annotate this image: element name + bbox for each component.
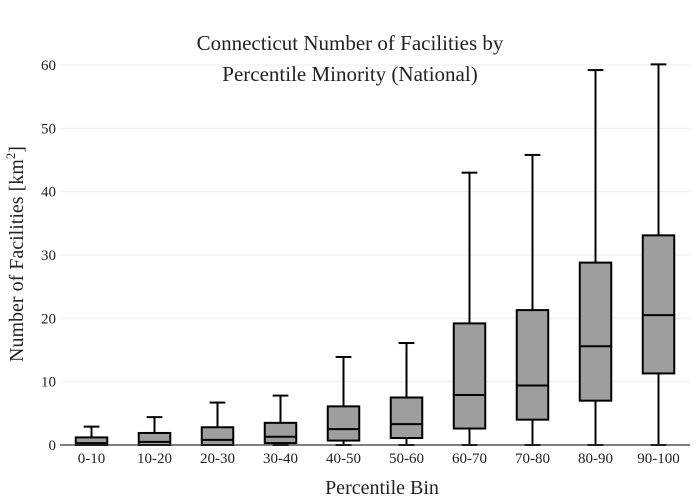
- x-tick-label: 50-60: [389, 451, 424, 467]
- y-tick-label: 40: [41, 185, 56, 201]
- y-tick-label: 60: [41, 58, 56, 74]
- y-tick-label: 10: [41, 375, 56, 391]
- y-axis-title: Number of Facilities [km2]: [3, 146, 28, 362]
- iqr-box: [641, 234, 676, 375]
- x-tick-label: 60-70: [452, 451, 487, 467]
- box-0-10: [74, 425, 109, 446]
- box-90-100: [641, 63, 676, 446]
- iqr-box: [389, 396, 424, 440]
- box-30-40: [263, 394, 298, 446]
- x-tick-label: 70-80: [515, 451, 550, 467]
- box-70-80: [515, 153, 550, 446]
- box-20-30: [200, 401, 235, 446]
- x-tick-label: 90-100: [637, 451, 680, 467]
- y-tick-labels: 0 10 20 30 40 50 60: [41, 58, 56, 454]
- box-50-60: [389, 342, 424, 446]
- box-60-70: [452, 171, 487, 446]
- y-axis-title-superscript: 2: [3, 153, 18, 160]
- iqr-box: [452, 322, 487, 430]
- iqr-box: [578, 261, 613, 402]
- chart-title-line-1: Connecticut Number of Facilities by: [197, 31, 504, 55]
- x-axis-title: Percentile Bin: [325, 477, 439, 499]
- iqr-box: [137, 431, 172, 447]
- box-10-20: [137, 416, 172, 447]
- chart-title-line-2: Percentile Minority (National): [222, 62, 477, 86]
- iqr-box: [200, 426, 235, 446]
- iqr-box: [263, 421, 298, 445]
- x-tick-label: 80-90: [578, 451, 613, 467]
- iqr-box: [326, 405, 361, 442]
- y-tick-label: 20: [41, 311, 56, 327]
- x-tick-label: 0-10: [78, 451, 106, 467]
- y-tick-label: 50: [41, 121, 56, 137]
- y-tick-label: 30: [41, 248, 56, 264]
- plot-area: [74, 63, 676, 447]
- y-axis-title-main: Number of Facilities [km: [6, 159, 28, 362]
- x-tick-label: 40-50: [326, 451, 361, 467]
- x-tick-label: 10-20: [137, 451, 172, 467]
- y-tick-label: 0: [49, 438, 57, 454]
- y-axis-title-end: ]: [6, 146, 28, 153]
- box-40-50: [326, 355, 361, 446]
- box-80-90: [578, 69, 613, 446]
- x-tick-labels: 0-10 10-20 20-30 30-40 40-50 50-60 60-70 70-80 8…: [78, 451, 680, 467]
- x-tick-label: 30-40: [263, 451, 298, 467]
- iqr-box: [515, 309, 550, 421]
- x-tick-label: 20-30: [200, 451, 235, 467]
